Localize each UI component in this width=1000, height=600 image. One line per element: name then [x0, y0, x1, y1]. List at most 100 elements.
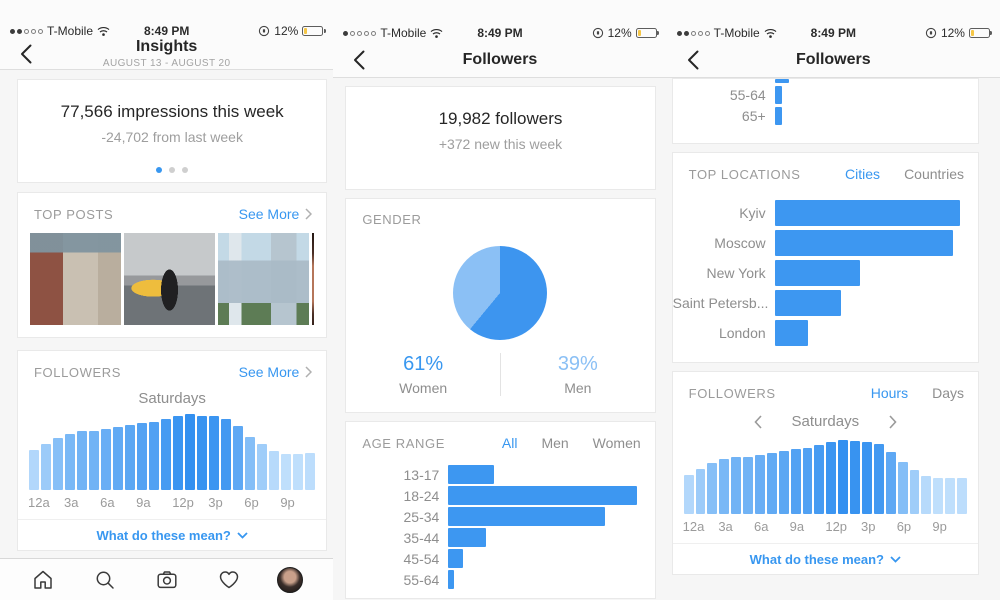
top-posts-strip [30, 233, 315, 325]
followers-activity-card: FOLLOWERS Hours Days Saturdays 12a 3a 6a 9a… [671, 371, 979, 575]
date-range: AUGUST 13 - AUGUST 20 [102, 58, 231, 69]
followers-summary-card: 19,982 followers +372 new this week [345, 86, 656, 190]
hourly-followers-chart: 12a 3a 6a 9a 12p 3p 6p 9p [18, 414, 326, 510]
bottom-tab-bar [0, 558, 334, 600]
activity-tab[interactable] [207, 562, 251, 598]
hour-bar [257, 444, 268, 490]
hour-bar [695, 468, 706, 514]
nav-header: Followers [333, 42, 667, 78]
age-range-card: AGE RANGE All Men Women 13-17 18-24 25-34 3… [345, 421, 656, 599]
back-button[interactable] [347, 48, 371, 72]
hour-bar [245, 436, 256, 490]
bar-group [28, 414, 316, 490]
tab-men[interactable]: Men [541, 435, 569, 451]
age-filter-tabs: All Men Women [502, 435, 641, 451]
hour-bar [933, 478, 944, 514]
tab-cities[interactable]: Cities [845, 166, 881, 182]
camera-tab[interactable] [145, 562, 189, 598]
bar [774, 79, 790, 83]
tab-women[interactable]: Women [592, 435, 641, 451]
hour-bar [137, 423, 148, 490]
tab-all[interactable]: All [501, 435, 518, 451]
back-button[interactable] [681, 48, 705, 72]
bar-row: Kyiv [673, 198, 978, 228]
page-title: Followers [462, 50, 538, 68]
x-tick-label: 9p [932, 519, 947, 534]
nav-header: Followers [666, 42, 1000, 78]
tab-days[interactable]: Days [932, 385, 964, 401]
followers-activity-card: FOLLOWERS See More Saturdays 12a 3a 6a 9a 12… [17, 350, 328, 551]
category-label: Saint Petersb... [672, 295, 769, 311]
hour-bar [873, 444, 884, 514]
tab-hours[interactable]: Hours [870, 385, 909, 401]
category-label: 55-64 [729, 86, 766, 103]
search-tab[interactable] [83, 562, 127, 598]
hour-bar [814, 445, 825, 514]
hour-bar [743, 457, 753, 514]
x-tick-label: 6p [244, 495, 259, 510]
post-thumbnail-brownstone[interactable] [30, 233, 121, 325]
what-do-these-mean-link[interactable]: What do these mean? [18, 519, 327, 550]
what-do-these-mean-link[interactable]: What do these mean? [672, 543, 978, 574]
wifi-icon [430, 28, 443, 38]
post-thumbnail-taxi-street[interactable] [124, 233, 215, 325]
age-range-header: AGE RANGE [362, 435, 446, 451]
cell-signal-icon [676, 30, 710, 36]
hour-bar [29, 449, 40, 490]
post-thumbnail-partial[interactable] [312, 233, 315, 325]
next-day-button[interactable] [889, 414, 897, 429]
x-tick-label: 3a [718, 519, 733, 534]
women-percent: 61% [403, 353, 444, 375]
rotation-lock-icon [925, 27, 937, 39]
category-label: 55-64 [403, 571, 440, 588]
rotation-lock-icon [592, 27, 603, 39]
hour-bar [921, 476, 932, 514]
followers-screen-scrolled: T-Mobile 8:49 PM 12% Followers 55-64 65+ … [666, 0, 1000, 600]
x-axis-labels: 12a 3a 6a 9a 12p 3p 6p 9p [28, 495, 316, 510]
home-tab[interactable] [21, 562, 65, 598]
top-posts-see-more[interactable]: See More [239, 206, 313, 222]
tab-countries[interactable]: Countries [904, 166, 964, 182]
x-axis-labels: 12a 3a 6a 9a 12p 3p 6p 9p [683, 519, 968, 534]
hour-bar [945, 478, 956, 514]
hour-bar [77, 431, 88, 490]
top-locations-chart: Kyiv Moscow New York Saint Petersb... London [673, 198, 978, 348]
chevron-down-icon [890, 555, 901, 563]
age-range-chart: 13-17 18-24 25-34 35-44 45-54 55-64 [346, 464, 654, 590]
category-label: 45-54 [403, 550, 440, 567]
x-tick-label: 9p [280, 495, 295, 510]
previous-day-button[interactable] [753, 414, 762, 429]
bar-row: Saint Petersb... [673, 288, 978, 318]
camera-icon [157, 570, 177, 588]
category-label: Kyiv [739, 205, 766, 221]
profile-tab[interactable] [268, 562, 312, 598]
gender-pie-chart [453, 246, 548, 340]
category-label: 18-24 [403, 487, 440, 504]
chevron-right-icon [889, 414, 897, 429]
nav-header: Insights AUGUST 13 - AUGUST 20 [0, 38, 334, 70]
men-stat: 39% Men [501, 353, 655, 396]
followers-screen: T-Mobile 8:49 PM 12% Followers 19,982 fo… [333, 0, 667, 600]
impressions-headline: 77,566 impressions this week [60, 102, 284, 121]
men-label: Men [564, 380, 592, 396]
category-label: 65+ [741, 107, 766, 124]
bar-row: 35-44 [346, 527, 654, 548]
bar-row-cutoff [673, 79, 978, 84]
category-label: 35-44 [403, 529, 440, 546]
followers-see-more[interactable]: See More [239, 364, 313, 380]
impressions-delta: -24,702 from last week [101, 129, 243, 145]
back-button[interactable] [14, 42, 38, 66]
wifi-icon [97, 26, 110, 36]
bar [448, 486, 637, 505]
heart-icon [219, 570, 238, 588]
bar-row: New York [673, 258, 978, 288]
hour-bar [185, 414, 196, 490]
hour-bar [269, 451, 280, 490]
category-label: New York [706, 265, 766, 281]
hour-bar [89, 431, 100, 490]
hour-bar [850, 441, 861, 514]
post-thumbnail-skyline[interactable] [218, 233, 309, 325]
battery-icon [635, 28, 657, 38]
hour-bar [161, 419, 172, 490]
bar [448, 507, 605, 526]
